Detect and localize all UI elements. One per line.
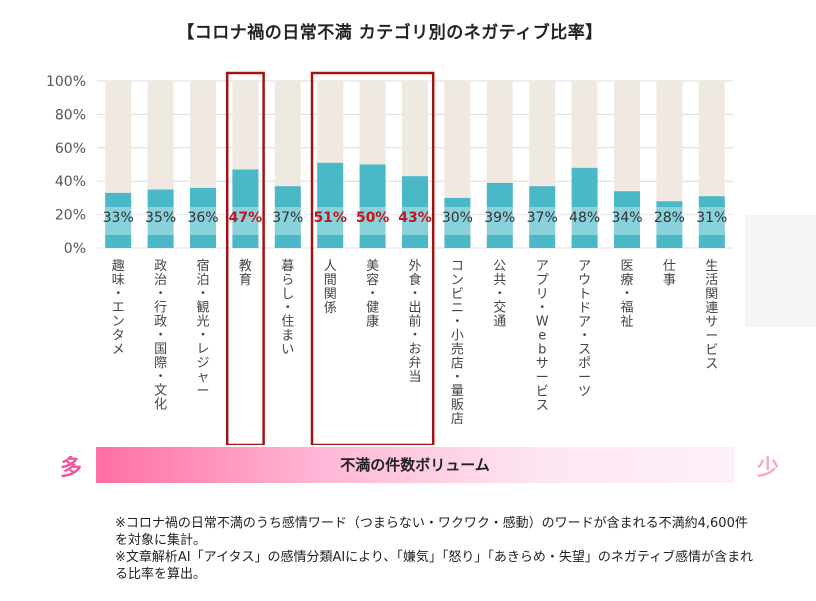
bar [698,196,725,248]
chart-title: 【コロナ禍の日常不満 カテゴリ別のネガティブ比率】 [177,23,603,43]
volume-high-label: 多 [60,456,83,481]
highlight-box [225,71,265,445]
value-label: 37% [272,210,303,226]
value-label: 34% [611,210,642,226]
volume-gradient-bar [96,447,734,483]
bar [190,187,216,248]
value-label: 47% [229,210,263,226]
y-tick-label: 40% [55,174,86,190]
bar [656,201,683,248]
x-tick-label: 公共・交通 [493,259,506,330]
value-band [97,207,763,235]
x-tick-label: アウトドア・スポーツ [578,259,591,400]
value-label: 37% [527,210,558,226]
bar [571,167,598,248]
background-panel [745,215,816,327]
x-tick-label: 趣味・エンタメ [112,259,125,358]
bar [444,197,471,248]
y-tick-label: 0% [64,241,86,257]
volume-low-label: 少 [757,456,780,481]
value-label: 35% [145,210,176,226]
footnotes: ※コロナ禍の日常不満のうち感情ワード（つまらない・ワクワク・感動）のワードが含ま… [115,515,755,583]
bar [232,169,259,248]
bar [486,182,513,248]
x-tick-label: 宿泊・観光・レジャー [196,258,209,399]
bar [147,189,174,248]
bar-chart: 33% 35% 36% 47% 37% 51% 50% 43% 30% 39% 37% 48% 34% 2… [45,71,763,445]
value-label: 36% [187,210,218,226]
bar [105,192,132,248]
x-tick-label: 教育 [239,258,252,288]
bar [529,186,556,248]
x-tick-label: 暮らし・住まい [281,259,294,358]
bar [614,191,640,248]
value-label: 48% [569,210,600,226]
value-label: 28% [654,210,685,226]
y-tick-label: 80% [55,107,86,123]
x-tick-label: 政治・行政・国際・文化 [154,259,167,413]
bar [317,162,344,248]
bar [359,164,386,248]
x-tick-label: 生活関連サービス [705,259,718,372]
footnote-2: ※文章解析AI「アイタス」の感情分類AIにより、「嫌気」「怒り」「あきらめ・失望… [115,550,754,582]
value-label: 50% [356,210,390,226]
value-label: 43% [398,210,432,226]
bar [274,186,301,248]
y-tick-label: 60% [55,141,86,157]
footnote-1: ※コロナ禍の日常不満のうち感情ワード（つまらない・ワクワク・感動）のワードが含ま… [115,516,748,548]
x-tick-label: 外食・出前・お弁当 [408,259,421,385]
value-label: 31% [696,210,727,226]
value-label: 39% [484,210,515,226]
y-tick-label: 20% [55,208,86,224]
x-tick-label: 美容・健康 [366,259,379,330]
volume-bar-label: 不満の件数ボリューム [340,456,490,474]
bar [402,176,428,248]
highlight-box [310,71,435,445]
x-tick-label: 人間関係 [324,259,337,316]
value-label: 33% [103,210,134,226]
value-label: 30% [442,210,473,226]
x-tick-label: 仕事 [663,259,676,288]
value-label: 51% [313,210,347,226]
x-tick-label: コンビニ・小売店・量販店 [451,259,464,427]
y-tick-label: 100% [46,74,86,90]
x-tick-label: 医療・福祉 [620,259,633,330]
